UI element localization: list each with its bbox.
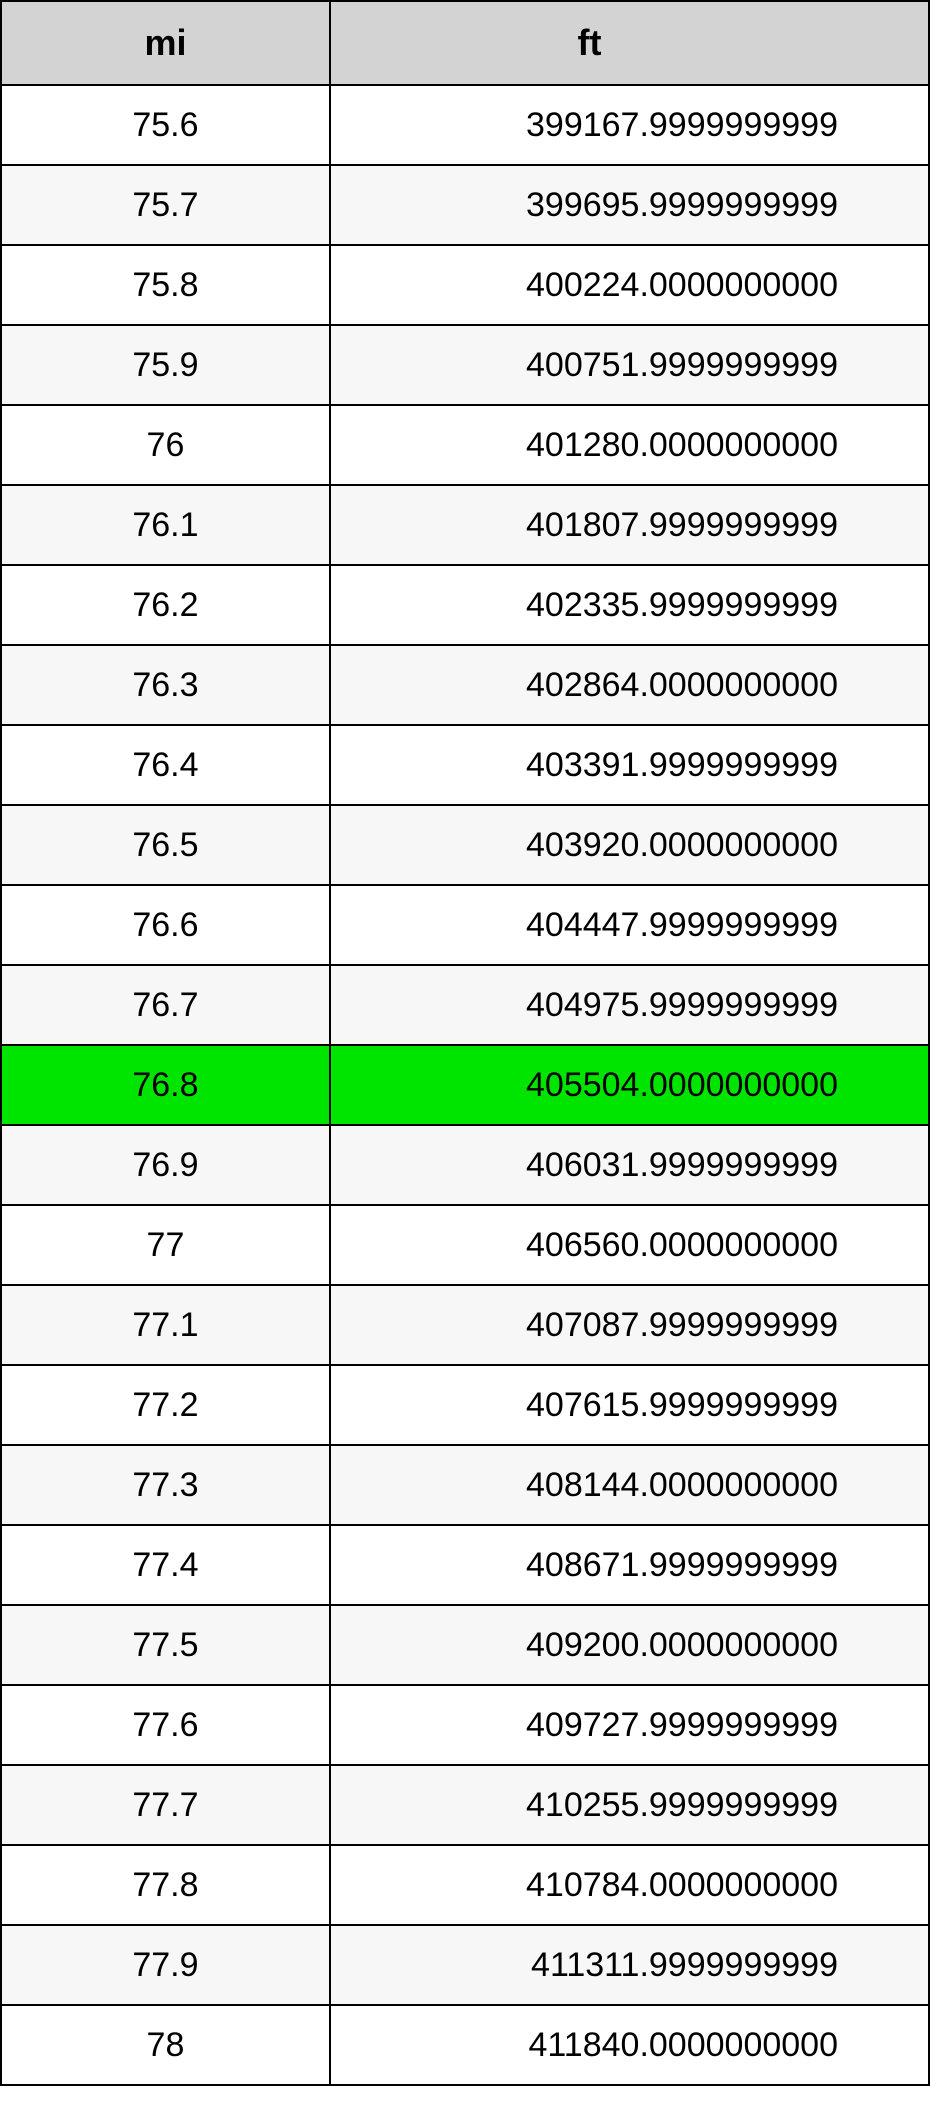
- cell-ft: 404975.9999999999: [330, 965, 929, 1045]
- cell-mi: 76.5: [1, 805, 330, 885]
- cell-ft: 410255.9999999999: [330, 1765, 929, 1845]
- cell-ft: 401807.9999999999: [330, 485, 929, 565]
- cell-mi: 77.3: [1, 1445, 330, 1525]
- cell-ft: 403920.0000000000: [330, 805, 929, 885]
- table-row: 76.4403391.9999999999: [1, 725, 929, 805]
- cell-ft: 408144.0000000000: [330, 1445, 929, 1525]
- cell-ft: 402864.0000000000: [330, 645, 929, 725]
- table-row: 77406560.0000000000: [1, 1205, 929, 1285]
- conversion-table: mi ft 75.6399167.999999999975.7399695.99…: [0, 0, 930, 2086]
- table-row: 77.4408671.9999999999: [1, 1525, 929, 1605]
- table-row: 77.1407087.9999999999: [1, 1285, 929, 1365]
- table-row: 76.2402335.9999999999: [1, 565, 929, 645]
- cell-ft: 404447.9999999999: [330, 885, 929, 965]
- cell-ft: 401280.0000000000: [330, 405, 929, 485]
- cell-mi: 75.6: [1, 85, 330, 165]
- table-row: 77.6409727.9999999999: [1, 1685, 929, 1765]
- cell-ft: 400751.9999999999: [330, 325, 929, 405]
- cell-mi: 77.2: [1, 1365, 330, 1445]
- table-row: 77.2407615.9999999999: [1, 1365, 929, 1445]
- table-row: 77.8410784.0000000000: [1, 1845, 929, 1925]
- table-row: 76.7404975.9999999999: [1, 965, 929, 1045]
- cell-ft: 411311.9999999999: [330, 1925, 929, 2005]
- cell-mi: 76.1: [1, 485, 330, 565]
- cell-ft: 410784.0000000000: [330, 1845, 929, 1925]
- cell-mi: 77.4: [1, 1525, 330, 1605]
- table-row: 77.5409200.0000000000: [1, 1605, 929, 1685]
- cell-ft: 400224.0000000000: [330, 245, 929, 325]
- table-row: 75.6399167.9999999999: [1, 85, 929, 165]
- cell-mi: 77.5: [1, 1605, 330, 1685]
- cell-ft: 405504.0000000000: [330, 1045, 929, 1125]
- cell-ft: 399695.9999999999: [330, 165, 929, 245]
- cell-mi: 75.7: [1, 165, 330, 245]
- cell-mi: 77.7: [1, 1765, 330, 1845]
- table-row: 77.3408144.0000000000: [1, 1445, 929, 1525]
- table-row: 76.9406031.9999999999: [1, 1125, 929, 1205]
- cell-mi: 76.4: [1, 725, 330, 805]
- cell-mi: 75.9: [1, 325, 330, 405]
- cell-mi: 76.7: [1, 965, 330, 1045]
- cell-mi: 76.9: [1, 1125, 330, 1205]
- table-header-row: mi ft: [1, 1, 929, 85]
- table-row: 78411840.0000000000: [1, 2005, 929, 2085]
- cell-ft: 406560.0000000000: [330, 1205, 929, 1285]
- cell-ft: 409200.0000000000: [330, 1605, 929, 1685]
- cell-mi: 76: [1, 405, 330, 485]
- cell-mi: 76.3: [1, 645, 330, 725]
- cell-mi: 76.2: [1, 565, 330, 645]
- table-row: 76.5403920.0000000000: [1, 805, 929, 885]
- cell-mi: 75.8: [1, 245, 330, 325]
- cell-ft: 408671.9999999999: [330, 1525, 929, 1605]
- table-row: 76.3402864.0000000000: [1, 645, 929, 725]
- cell-mi: 76.6: [1, 885, 330, 965]
- table-row: 76.6404447.9999999999: [1, 885, 929, 965]
- cell-mi: 77.9: [1, 1925, 330, 2005]
- table-row: 75.9400751.9999999999: [1, 325, 929, 405]
- table-row: 75.7399695.9999999999: [1, 165, 929, 245]
- table-body: 75.6399167.999999999975.7399695.99999999…: [1, 85, 929, 2085]
- cell-ft: 399167.9999999999: [330, 85, 929, 165]
- cell-mi: 78: [1, 2005, 330, 2085]
- cell-mi: 77.1: [1, 1285, 330, 1365]
- column-header-mi: mi: [1, 1, 330, 85]
- cell-ft: 403391.9999999999: [330, 725, 929, 805]
- table-row: 76.8405504.0000000000: [1, 1045, 929, 1125]
- table-row: 77.9411311.9999999999: [1, 1925, 929, 2005]
- cell-ft: 407615.9999999999: [330, 1365, 929, 1445]
- cell-mi: 77: [1, 1205, 330, 1285]
- cell-mi: 77.6: [1, 1685, 330, 1765]
- column-header-ft: ft: [330, 1, 929, 85]
- table-row: 76.1401807.9999999999: [1, 485, 929, 565]
- cell-ft: 406031.9999999999: [330, 1125, 929, 1205]
- table-row: 76401280.0000000000: [1, 405, 929, 485]
- cell-ft: 411840.0000000000: [330, 2005, 929, 2085]
- cell-mi: 77.8: [1, 1845, 330, 1925]
- cell-ft: 402335.9999999999: [330, 565, 929, 645]
- cell-mi: 76.8: [1, 1045, 330, 1125]
- cell-ft: 407087.9999999999: [330, 1285, 929, 1365]
- table-row: 75.8400224.0000000000: [1, 245, 929, 325]
- cell-ft: 409727.9999999999: [330, 1685, 929, 1765]
- table-row: 77.7410255.9999999999: [1, 1765, 929, 1845]
